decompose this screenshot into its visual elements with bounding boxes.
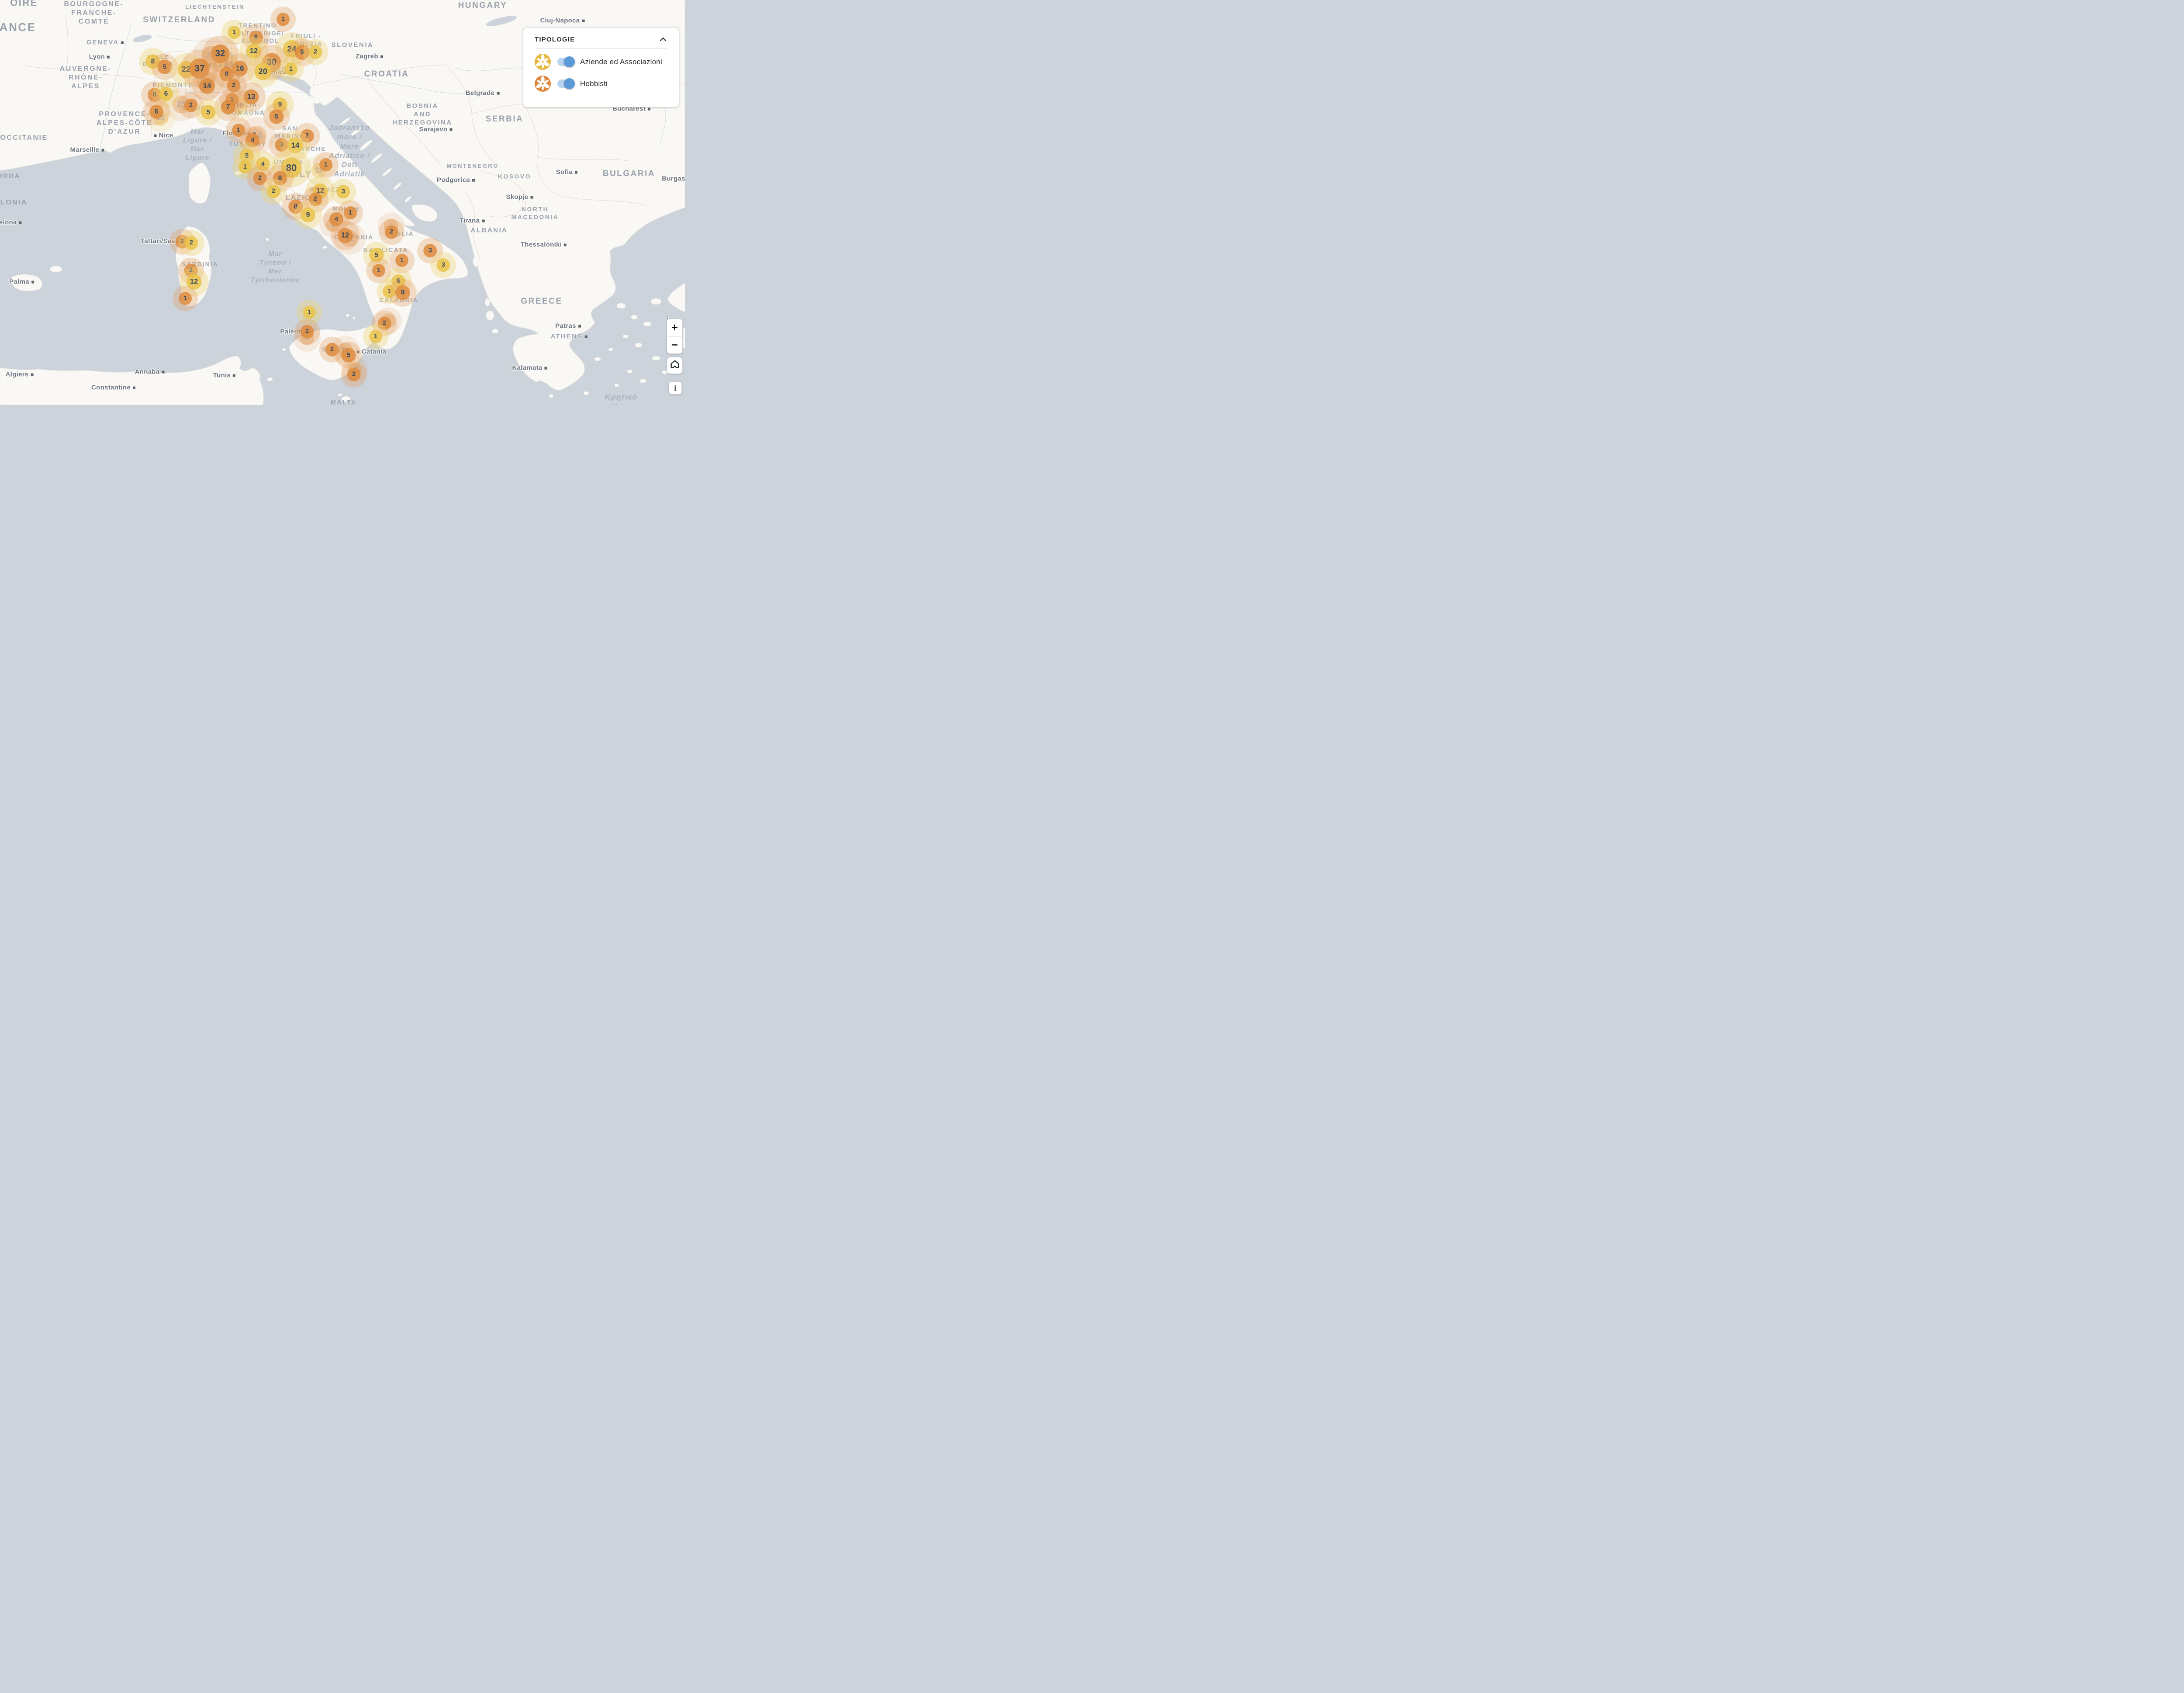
zoom-controls: + − — [667, 319, 683, 354]
flower-icon-aziende — [535, 54, 551, 70]
cluster-marker[interactable]: 6 — [152, 80, 180, 107]
cluster-marker[interactable]: 2 — [341, 361, 367, 388]
cluster-marker[interactable]: 2 — [247, 165, 273, 191]
cluster-marker[interactable]: 13 — [236, 82, 266, 112]
cluster-marker[interactable]: 1 — [389, 248, 415, 273]
typologies-panel: TIPOLOGIE Aziende ed Associazioni Hobbist… — [523, 27, 679, 107]
cluster-marker[interactable]: 2 — [221, 73, 247, 99]
cluster-marker[interactable]: 9 — [294, 201, 322, 229]
home-icon — [670, 360, 680, 371]
cluster-marker[interactable]: 1 — [173, 286, 198, 311]
map-canvas[interactable]: OIRERANCEBOURGOGNE- FRANCHE- COMTÉLIECHT… — [0, 0, 685, 405]
info-button[interactable]: i — [669, 381, 682, 395]
cluster-marker[interactable]: 2 — [178, 92, 204, 118]
panel-divider — [535, 48, 667, 49]
cluster-marker[interactable]: 25 — [164, 87, 198, 121]
cluster-marker[interactable]: 2 — [319, 336, 345, 363]
cluster-marker[interactable]: 37 — [180, 49, 219, 88]
cluster-marker[interactable]: 8 — [233, 142, 261, 170]
panel-title: TIPOLOGIE — [535, 35, 575, 43]
cluster-marker[interactable]: 3 — [417, 238, 443, 264]
cluster-marker[interactable]: 1 — [297, 300, 322, 325]
legend-label-hobbisti: Hobbisti — [580, 79, 608, 88]
cluster-marker[interactable]: 14 — [192, 71, 222, 101]
cluster-marker[interactable]: 5 — [335, 342, 362, 369]
cluster-marker[interactable]: 2 — [178, 230, 204, 256]
cluster-marker[interactable]: 2 — [302, 39, 328, 65]
cluster-marker[interactable]: 1 — [221, 20, 247, 45]
cluster-marker[interactable]: 6 — [242, 24, 270, 51]
zoom-in-button[interactable]: + — [667, 319, 683, 336]
cluster-marker[interactable]: 12 — [330, 221, 360, 250]
home-button[interactable] — [667, 357, 683, 374]
cluster-marker[interactable]: 7 — [214, 93, 242, 121]
cluster-marker[interactable]: 2 — [294, 319, 320, 345]
cluster-marker[interactable]: 2 — [378, 219, 404, 245]
zoom-out-button[interactable]: − — [667, 336, 683, 354]
flower-icon-hobbisti — [535, 76, 551, 92]
cluster-marker[interactable]: 12 — [179, 267, 209, 297]
cluster-marker[interactable]: 1 — [363, 324, 388, 349]
toggle-hobbisti[interactable] — [557, 78, 575, 89]
legend-label-aziende: Aziende ed Associazioni — [580, 57, 662, 66]
cluster-marker[interactable]: 8 — [213, 60, 241, 88]
cluster-marker[interactable]: 6 — [143, 98, 170, 125]
chevron-up-icon[interactable] — [659, 35, 667, 44]
cluster-marker[interactable]: 5 — [151, 53, 178, 80]
cluster-marker[interactable]: 4 — [239, 127, 266, 154]
cluster-marker[interactable]: 1 — [366, 258, 391, 283]
cluster-marker[interactable]: 9 — [388, 278, 417, 307]
cluster-marker[interactable]: 3 — [330, 179, 356, 205]
cluster-marker[interactable]: 3 — [430, 252, 456, 278]
cluster-marker[interactable]: 5 — [195, 99, 222, 126]
cluster-marker[interactable]: 5 — [263, 103, 290, 130]
cluster-marker[interactable]: 2 — [260, 178, 287, 204]
cluster-marker[interactable]: 1 — [313, 152, 339, 177]
legend-row-aziende: Aziende ed Associazioni — [523, 49, 679, 71]
cluster-marker[interactable]: 14 — [280, 130, 311, 161]
toggle-aziende[interactable] — [557, 56, 575, 67]
cluster-marker[interactable]: 1 — [270, 7, 296, 32]
cluster-marker[interactable]: 20 — [247, 55, 279, 88]
cluster-marker[interactable]: 1 — [278, 56, 304, 82]
legend-row-hobbisti: Hobbisti — [523, 71, 679, 93]
